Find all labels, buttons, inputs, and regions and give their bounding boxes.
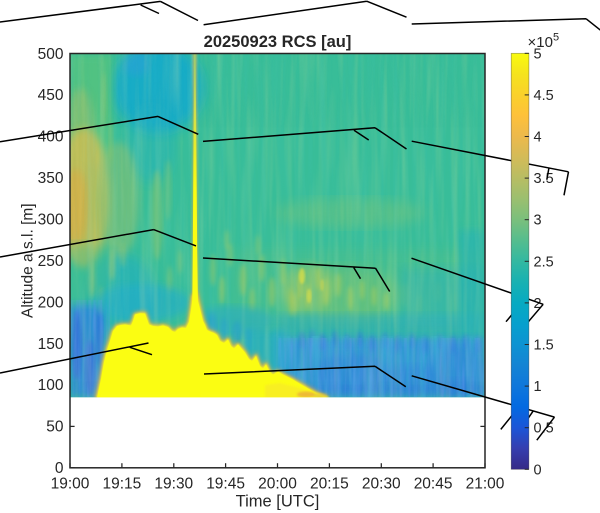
- svg-text:4.5: 4.5: [534, 88, 554, 104]
- svg-text:2.5: 2.5: [534, 254, 554, 270]
- svg-text:250: 250: [38, 253, 64, 270]
- svg-text:19:30: 19:30: [154, 476, 193, 493]
- svg-text:20:45: 20:45: [414, 476, 453, 493]
- svg-text:20250923 RCS [au]: 20250923 RCS [au]: [204, 33, 352, 51]
- svg-text:21:00: 21:00: [466, 476, 505, 493]
- svg-text:19:45: 19:45: [206, 476, 245, 493]
- svg-text:Altitude a.s.l. [m]: Altitude a.s.l. [m]: [20, 203, 37, 318]
- svg-text:0: 0: [55, 460, 64, 477]
- svg-text:300: 300: [38, 212, 64, 229]
- svg-text:400: 400: [38, 129, 64, 146]
- svg-text:5: 5: [534, 46, 542, 62]
- svg-text:20:15: 20:15: [310, 476, 349, 493]
- svg-text:Time [UTC]: Time [UTC]: [236, 493, 320, 511]
- svg-text:200: 200: [38, 294, 64, 311]
- svg-text:19:00: 19:00: [51, 476, 90, 493]
- svg-text:150: 150: [38, 336, 64, 353]
- svg-text:500: 500: [38, 46, 64, 63]
- svg-text:350: 350: [38, 170, 64, 187]
- svg-text:3: 3: [534, 213, 542, 229]
- svg-text:19:15: 19:15: [103, 476, 142, 493]
- svg-text:×105: ×105: [528, 32, 560, 52]
- svg-text:2: 2: [534, 296, 542, 312]
- svg-text:1.5: 1.5: [534, 338, 554, 354]
- svg-text:3.5: 3.5: [534, 171, 554, 187]
- svg-text:0: 0: [534, 462, 542, 478]
- svg-text:20:30: 20:30: [362, 476, 401, 493]
- svg-text:1: 1: [534, 379, 542, 395]
- svg-text:450: 450: [38, 87, 64, 104]
- svg-text:50: 50: [46, 419, 64, 436]
- svg-text:100: 100: [38, 377, 64, 394]
- svg-text:20:00: 20:00: [258, 476, 297, 493]
- svg-text:4: 4: [534, 130, 542, 146]
